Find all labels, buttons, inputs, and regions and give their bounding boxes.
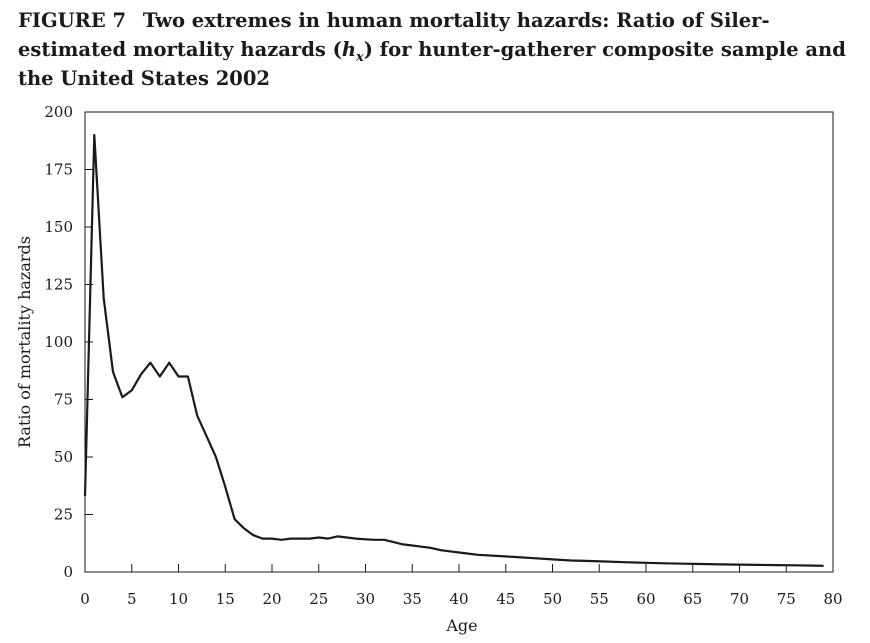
figure-title-part2: ) for hunter-gatherer composite sample a… [18, 38, 846, 90]
x-tick-label: 75 [777, 590, 796, 608]
y-tick-label: 125 [44, 276, 73, 294]
figure-title-part1: Two extremes in human mortality hazards:… [18, 9, 770, 61]
x-tick-label: 80 [823, 590, 842, 608]
figure-title-variable: h [341, 38, 357, 61]
x-tick-label: 50 [543, 590, 562, 608]
x-tick-label: 55 [590, 590, 609, 608]
y-tick-label: 50 [54, 448, 73, 466]
x-tick-label: 65 [683, 590, 702, 608]
x-tick-label: 45 [496, 590, 515, 608]
y-axis: 0 25 50 75 100 125 150 175 200 [44, 103, 93, 581]
figure-title-subscript: x [356, 50, 364, 65]
y-tick-label: 25 [54, 506, 73, 524]
x-tick-label: 25 [309, 590, 328, 608]
x-axis-title: Age [445, 616, 477, 635]
x-tick-label: 30 [356, 590, 375, 608]
figure-caption: FIGURE 7 Two extremes in human mortality… [18, 6, 858, 93]
plot-frame [84, 111, 834, 573]
y-tick-label: 200 [44, 103, 73, 121]
x-tick-label: 35 [403, 590, 422, 608]
x-tick-label: 10 [169, 590, 188, 608]
x-axis: 0 5 10 15 20 25 30 35 40 45 50 55 60 65 70 75 80 [80, 564, 843, 608]
x-tick-label: 40 [449, 590, 468, 608]
y-tick-label: 0 [63, 563, 73, 581]
y-tick-label: 175 [44, 161, 73, 179]
x-tick-label: 0 [80, 590, 90, 608]
y-tick-label: 100 [44, 333, 73, 351]
x-tick-label: 70 [730, 590, 749, 608]
x-tick-label: 15 [216, 590, 235, 608]
x-tick-label: 5 [127, 590, 137, 608]
series-line [83, 133, 824, 567]
x-tick-label: 60 [636, 590, 655, 608]
y-axis-title: Ratio of mortality hazards [15, 236, 34, 448]
y-tick-label: 75 [54, 391, 73, 409]
y-tick-label: 150 [44, 218, 73, 236]
figure-label: FIGURE 7 [18, 9, 127, 32]
x-tick-label: 20 [262, 590, 281, 608]
